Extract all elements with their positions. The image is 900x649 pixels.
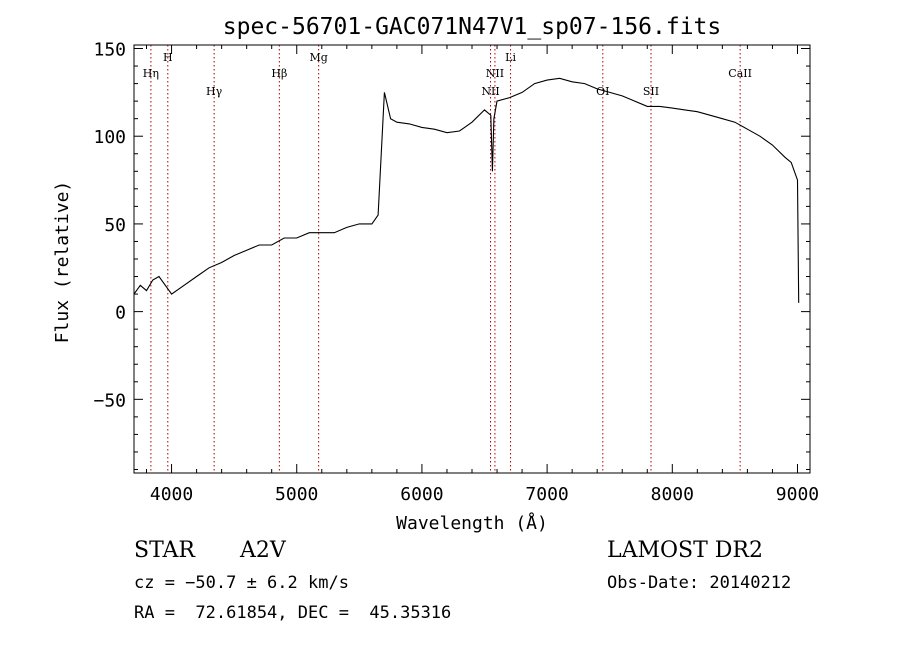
- chart-title: spec-56701-GAC071N47V1_sp07-156.fits: [223, 14, 722, 40]
- x-tick-label: 6000: [400, 484, 443, 505]
- y-tick-label: −50: [93, 390, 126, 411]
- marker-label: OI: [596, 85, 609, 98]
- y-tick-label: 0: [115, 303, 126, 324]
- x-tick-label: 4000: [150, 484, 193, 505]
- marker-label: H: [163, 51, 173, 64]
- marker-label: NII: [481, 85, 499, 98]
- y-tick-label: 50: [104, 215, 126, 236]
- marker-label: SII: [643, 85, 659, 98]
- marker-label: Li: [505, 51, 516, 64]
- x-tick-label: 8000: [651, 484, 694, 505]
- x-tick-label: 5000: [275, 484, 318, 505]
- marker-label: CaII: [728, 67, 752, 80]
- redshift-cz: cz = −50.7 ± 6.2 km/s: [134, 573, 349, 593]
- marker-label: NII: [486, 67, 504, 80]
- marker-label: Mg: [309, 51, 327, 64]
- observation-date: Obs-Date: 20140212: [607, 573, 792, 593]
- marker-label: Hη: [143, 67, 159, 80]
- object-subclass: A2V: [240, 538, 286, 563]
- y-axis-label: Flux (relative): [52, 181, 73, 344]
- y-tick-label: 100: [93, 127, 126, 148]
- spectrum-series-line: [133, 77, 800, 303]
- marker-label: Hβ: [271, 67, 287, 80]
- y-axis: −50 0 50 100 150: [93, 40, 810, 470]
- plot-frame: [133, 44, 811, 474]
- x-axis-label: Wavelength (Å): [396, 512, 548, 534]
- coordinates: RA = 72.61854, DEC = 45.35316: [134, 603, 452, 623]
- x-tick-label: 7000: [525, 484, 568, 505]
- survey-name: LAMOST DR2: [607, 538, 763, 563]
- x-axis: 4000 5000 6000 7000 8000 9000: [146, 45, 819, 505]
- x-tick-label: 9000: [776, 484, 819, 505]
- object-class: STAR: [134, 538, 195, 563]
- marker-label: Hγ: [206, 85, 223, 98]
- y-tick-label: 150: [93, 40, 126, 61]
